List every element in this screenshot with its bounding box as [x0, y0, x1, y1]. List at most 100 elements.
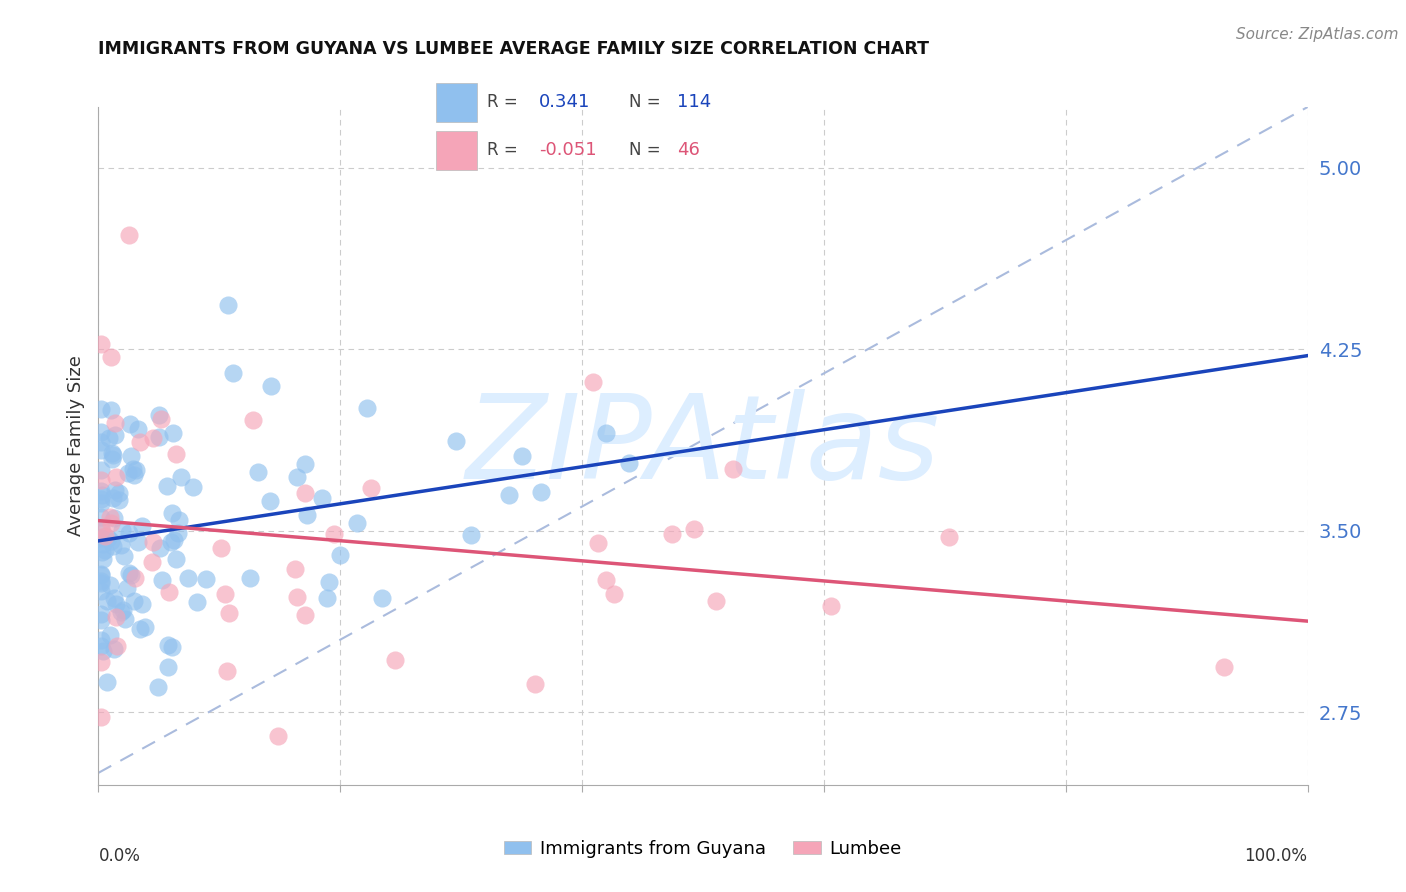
Point — [90, 442, 112, 457]
Point — [90, 574, 112, 588]
Point — [294, 485, 316, 500]
Point — [94, 543, 117, 558]
Point — [96, 675, 118, 690]
Point — [217, 298, 239, 312]
Point — [124, 571, 146, 585]
Point — [156, 638, 179, 652]
Point — [721, 462, 744, 476]
Point — [603, 587, 626, 601]
Point — [218, 606, 240, 620]
Point — [595, 573, 617, 587]
Point — [127, 535, 149, 549]
Point — [118, 228, 141, 243]
Point — [100, 350, 122, 364]
Point — [103, 428, 125, 442]
Point — [683, 523, 706, 537]
Point — [98, 628, 121, 642]
Point — [217, 664, 239, 678]
Text: R =: R = — [488, 94, 519, 112]
Point — [101, 446, 124, 460]
Point — [90, 473, 112, 487]
Point — [90, 521, 112, 535]
Point — [90, 640, 112, 654]
Point — [98, 510, 121, 524]
Point — [118, 526, 141, 541]
Point — [100, 533, 122, 548]
Point — [169, 469, 191, 483]
Point — [115, 582, 138, 596]
Point — [162, 426, 184, 441]
Point — [167, 526, 190, 541]
Point — [90, 583, 112, 598]
Text: 46: 46 — [676, 141, 700, 159]
Point — [129, 435, 152, 450]
Point — [110, 538, 132, 552]
Point — [938, 530, 960, 544]
Point — [124, 468, 146, 483]
Point — [134, 620, 156, 634]
Point — [120, 568, 142, 582]
Point — [103, 591, 125, 606]
Text: 0.0%: 0.0% — [98, 847, 141, 865]
Point — [120, 449, 142, 463]
Point — [165, 447, 187, 461]
Point — [316, 591, 339, 606]
Point — [661, 527, 683, 541]
Point — [90, 425, 112, 439]
Text: 114: 114 — [676, 94, 711, 112]
Point — [90, 401, 112, 416]
Point — [100, 403, 122, 417]
Point — [460, 528, 482, 542]
Point — [242, 413, 264, 427]
Point — [98, 577, 121, 591]
Point — [127, 421, 149, 435]
Point — [160, 640, 183, 655]
Point — [323, 527, 346, 541]
Point — [90, 709, 112, 723]
Point — [101, 452, 124, 467]
Point — [160, 506, 183, 520]
Legend: Immigrants from Guyana, Lumbee: Immigrants from Guyana, Lumbee — [496, 833, 910, 865]
Point — [259, 494, 281, 508]
Point — [105, 598, 128, 612]
Point — [108, 485, 131, 500]
Text: R =: R = — [488, 141, 519, 159]
Point — [91, 644, 114, 658]
Point — [103, 483, 125, 498]
Point — [285, 591, 308, 605]
Point — [181, 480, 204, 494]
Point — [90, 337, 112, 351]
Point — [510, 449, 533, 463]
Point — [141, 555, 163, 569]
Point — [97, 431, 120, 445]
Point — [101, 491, 124, 505]
Point — [110, 605, 132, 619]
Point — [214, 587, 236, 601]
Point — [103, 511, 125, 525]
Point — [159, 535, 181, 549]
Text: N =: N = — [628, 141, 661, 159]
Point — [100, 516, 122, 530]
Bar — [436, 131, 477, 170]
Point — [104, 416, 127, 430]
Point — [149, 541, 172, 555]
Text: Source: ZipAtlas.com: Source: ZipAtlas.com — [1236, 27, 1399, 42]
Point — [107, 493, 129, 508]
Point — [617, 456, 640, 470]
Point — [156, 478, 179, 492]
Y-axis label: Average Family Size: Average Family Size — [66, 356, 84, 536]
Point — [105, 640, 128, 654]
Point — [260, 378, 283, 392]
Point — [112, 549, 135, 564]
Point — [356, 401, 378, 416]
Point — [125, 463, 148, 477]
Point — [294, 457, 316, 471]
Point — [266, 729, 288, 743]
Point — [360, 481, 382, 495]
Point — [586, 536, 609, 550]
Point — [104, 610, 127, 624]
Point — [90, 545, 112, 559]
Point — [177, 571, 200, 585]
Point — [90, 491, 112, 506]
Point — [90, 531, 112, 545]
